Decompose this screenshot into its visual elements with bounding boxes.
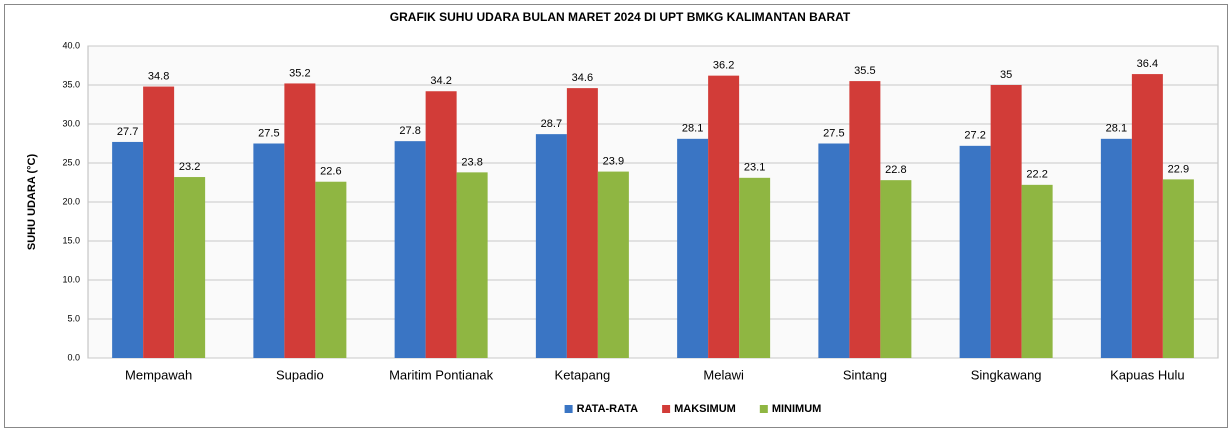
bar bbox=[1021, 184, 1053, 358]
y-tick-label: 5.0 bbox=[67, 313, 80, 323]
data-label: 34.8 bbox=[148, 70, 169, 82]
bar bbox=[739, 177, 771, 358]
bar bbox=[394, 141, 426, 358]
bar bbox=[566, 88, 598, 359]
bar bbox=[597, 171, 629, 358]
data-label: 27.7 bbox=[117, 126, 138, 138]
bar bbox=[990, 85, 1022, 358]
data-label: 27.8 bbox=[399, 125, 420, 137]
bar bbox=[1131, 74, 1163, 358]
y-tick-label: 30.0 bbox=[62, 118, 80, 128]
bar bbox=[818, 143, 850, 358]
y-tick-label: 40.0 bbox=[62, 40, 80, 50]
x-tick-label: Sintang bbox=[843, 367, 887, 382]
bar bbox=[425, 91, 457, 359]
y-tick-label: 0.0 bbox=[67, 352, 80, 362]
bar bbox=[143, 86, 175, 358]
data-label: 35.5 bbox=[854, 65, 875, 77]
legend-label: MINIMUM bbox=[772, 403, 822, 415]
bar bbox=[677, 138, 709, 358]
bar bbox=[174, 177, 206, 358]
x-tick-label: Kapuas Hulu bbox=[1110, 367, 1184, 382]
data-label: 28.1 bbox=[1106, 123, 1127, 135]
data-label: 34.2 bbox=[430, 75, 451, 87]
x-tick-label: Melawi bbox=[703, 367, 744, 382]
data-label: 28.7 bbox=[541, 118, 562, 130]
y-tick-label: 35.0 bbox=[62, 79, 80, 89]
data-label: 36.2 bbox=[713, 60, 734, 72]
bar bbox=[959, 145, 991, 358]
bar bbox=[284, 83, 316, 358]
legend-swatch bbox=[759, 405, 768, 413]
chart-title: GRAFIK SUHU UDARA BULAN MARET 2024 DI UP… bbox=[390, 10, 851, 24]
y-tick-label: 20.0 bbox=[62, 196, 80, 206]
y-tick-label: 25.0 bbox=[62, 157, 80, 167]
data-label: 27.2 bbox=[964, 130, 985, 142]
x-tick-label: Mempawah bbox=[125, 367, 192, 382]
data-label: 23.1 bbox=[744, 162, 765, 174]
data-label: 22.6 bbox=[320, 166, 341, 178]
x-tick-label: Supadio bbox=[276, 367, 324, 382]
x-tick-label: Maritim Pontianak bbox=[389, 367, 494, 382]
bar bbox=[315, 181, 347, 358]
data-label: 22.2 bbox=[1026, 169, 1047, 181]
bar bbox=[880, 180, 912, 358]
legend-swatch bbox=[564, 405, 573, 413]
legend-label: RATA-RATA bbox=[577, 403, 639, 415]
bar bbox=[1100, 138, 1132, 358]
y-tick-label: 10.0 bbox=[62, 274, 80, 284]
bar bbox=[456, 172, 488, 358]
legend-label: MAKSIMUM bbox=[674, 403, 736, 415]
x-tick-label: Ketapang bbox=[555, 367, 611, 382]
data-label: 22.8 bbox=[885, 164, 906, 176]
data-label: 35 bbox=[1000, 69, 1012, 81]
legend-swatch bbox=[662, 405, 671, 413]
y-axis-label: SUHU UDARA (°C) bbox=[26, 154, 38, 251]
data-label: 35.2 bbox=[289, 67, 310, 79]
bar bbox=[253, 143, 285, 358]
data-label: 34.6 bbox=[572, 72, 593, 84]
data-label: 23.8 bbox=[461, 156, 482, 168]
data-label: 27.5 bbox=[823, 127, 844, 139]
bar bbox=[112, 141, 144, 358]
data-label: 27.5 bbox=[258, 127, 279, 139]
bar bbox=[535, 134, 567, 358]
data-label: 36.4 bbox=[1137, 58, 1158, 70]
data-label: 22.9 bbox=[1168, 163, 1189, 175]
y-tick-label: 15.0 bbox=[62, 235, 80, 245]
data-label: 28.1 bbox=[682, 123, 703, 135]
data-label: 23.2 bbox=[179, 161, 200, 173]
bar bbox=[1162, 179, 1194, 358]
bar bbox=[849, 81, 881, 358]
x-tick-label: Singkawang bbox=[971, 367, 1042, 382]
data-label: 23.9 bbox=[603, 155, 624, 167]
bar bbox=[708, 75, 740, 358]
